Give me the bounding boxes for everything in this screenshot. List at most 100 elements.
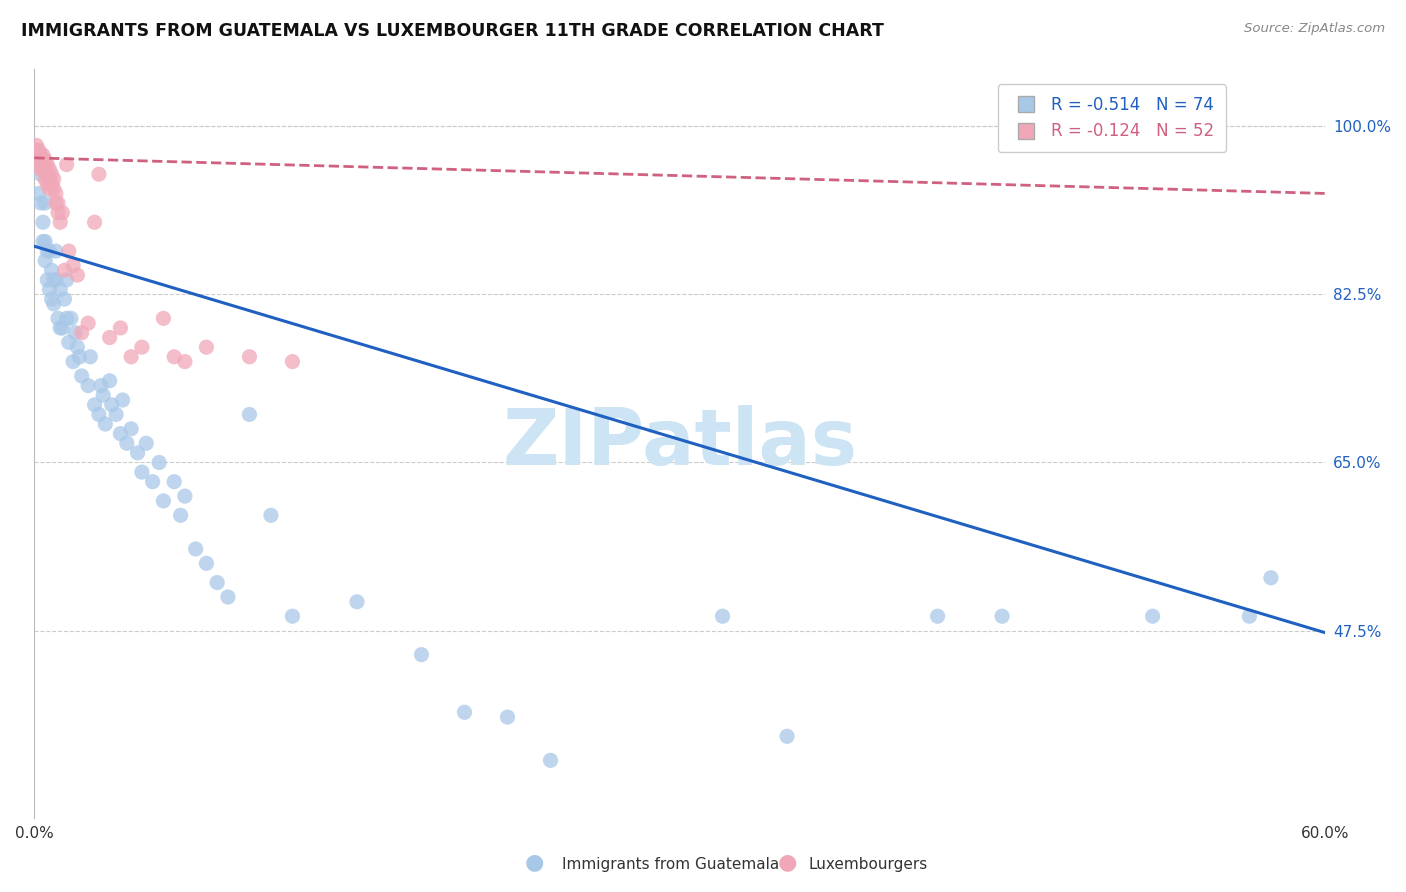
Point <box>37 244 59 258</box>
Point <box>34 196 56 211</box>
Point <box>163 475 186 489</box>
Point <box>169 508 191 523</box>
Point <box>110 321 132 335</box>
Point <box>540 753 562 767</box>
Point <box>135 436 157 450</box>
Point <box>152 494 174 508</box>
Point <box>38 244 60 258</box>
Point <box>55 311 77 326</box>
Point <box>120 350 142 364</box>
Point <box>53 263 76 277</box>
Point <box>41 177 63 191</box>
Point <box>83 398 105 412</box>
Point <box>927 609 949 624</box>
Point <box>28 186 51 201</box>
Text: Luxembourgers: Luxembourgers <box>808 857 928 872</box>
Point <box>62 259 84 273</box>
Text: ●: ● <box>524 853 544 872</box>
Point <box>66 268 89 282</box>
Point <box>32 148 55 162</box>
Point <box>38 283 60 297</box>
Point <box>38 162 60 177</box>
Point <box>79 350 101 364</box>
Point <box>69 350 91 364</box>
Text: Immigrants from Guatemala: Immigrants from Guatemala <box>562 857 780 872</box>
Point <box>776 729 799 743</box>
Point <box>45 186 67 201</box>
Point <box>49 215 72 229</box>
Point <box>51 321 73 335</box>
Point <box>34 253 56 268</box>
Text: Source: ZipAtlas.com: Source: ZipAtlas.com <box>1244 22 1385 36</box>
Point <box>238 408 260 422</box>
Point <box>25 148 48 162</box>
Point <box>30 158 52 172</box>
Point <box>127 446 149 460</box>
Point <box>34 162 56 177</box>
Point <box>28 143 51 157</box>
Legend: R = -0.514   N = 74, R = -0.124   N = 52: R = -0.514 N = 74, R = -0.124 N = 52 <box>998 85 1226 152</box>
Point <box>496 710 519 724</box>
Point <box>32 162 55 177</box>
Point <box>34 235 56 249</box>
Point <box>65 326 87 340</box>
Point <box>205 575 228 590</box>
Point <box>49 283 72 297</box>
Point <box>32 235 55 249</box>
Point <box>28 148 51 162</box>
Point <box>46 196 69 211</box>
Point <box>58 244 80 258</box>
Point <box>37 167 59 181</box>
Point <box>174 354 197 368</box>
Point <box>25 138 48 153</box>
Point <box>41 263 63 277</box>
Point <box>49 321 72 335</box>
Point <box>55 273 77 287</box>
Point <box>238 350 260 364</box>
Point <box>30 153 52 167</box>
Point <box>46 205 69 219</box>
Point <box>105 408 128 422</box>
Point <box>70 326 93 340</box>
Point <box>148 455 170 469</box>
Point <box>142 475 165 489</box>
Point <box>131 465 153 479</box>
Point <box>25 143 48 157</box>
Point <box>38 172 60 186</box>
Point <box>53 292 76 306</box>
Point <box>37 273 59 287</box>
Point <box>115 436 138 450</box>
Text: ●: ● <box>778 853 797 872</box>
Point <box>30 148 52 162</box>
Point <box>28 158 51 172</box>
Point <box>42 181 65 195</box>
Point <box>152 311 174 326</box>
Point <box>41 292 63 306</box>
Point <box>38 181 60 195</box>
Point <box>45 196 67 211</box>
Point <box>37 158 59 172</box>
Point <box>87 408 110 422</box>
Point <box>260 508 283 523</box>
Point <box>28 153 51 167</box>
Point <box>711 609 734 624</box>
Point <box>91 388 114 402</box>
Point <box>66 340 89 354</box>
Point <box>110 426 132 441</box>
Point <box>30 167 52 181</box>
Point <box>98 330 121 344</box>
Point <box>281 609 304 624</box>
Point <box>59 311 82 326</box>
Text: ZIPatlas: ZIPatlas <box>502 405 858 482</box>
Point <box>30 162 52 177</box>
Point <box>42 273 65 287</box>
Point <box>41 167 63 181</box>
Point <box>42 297 65 311</box>
Point <box>120 422 142 436</box>
Point <box>163 350 186 364</box>
Point <box>87 167 110 181</box>
Point <box>111 392 134 407</box>
Point <box>131 340 153 354</box>
Point <box>101 398 124 412</box>
Point <box>346 595 368 609</box>
